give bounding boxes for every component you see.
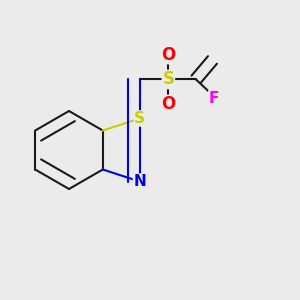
- Text: O: O: [161, 46, 176, 64]
- Text: S: S: [162, 70, 174, 88]
- Text: F: F: [209, 91, 219, 106]
- Text: O: O: [161, 95, 176, 113]
- Text: N: N: [134, 174, 146, 189]
- Text: S: S: [134, 111, 146, 126]
